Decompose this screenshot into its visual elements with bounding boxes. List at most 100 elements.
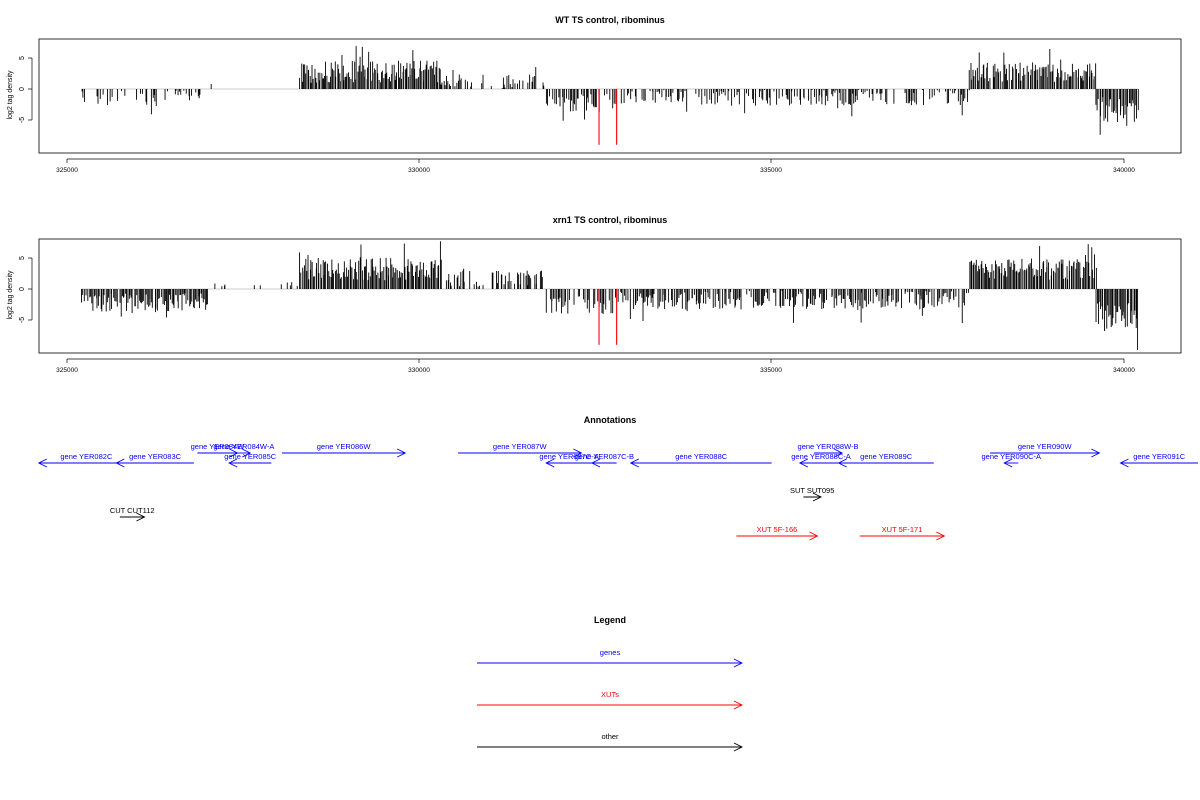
wt-xaxis: 325000 330000 335000 340000 <box>56 158 1135 174</box>
wt-ytick-label: -5 <box>19 117 26 123</box>
annotation-gene: gene YER088C <box>629 452 772 468</box>
annotation-xut: XUT 5F-171 <box>859 525 946 541</box>
feature-label: gene YER087C-B <box>575 452 634 461</box>
xrn1-ytick-label: 0 <box>19 287 26 291</box>
xrn1-red-spikes <box>598 289 618 345</box>
wt-title: WT TS control, ribominus <box>555 15 665 25</box>
feature-arrowhead <box>397 448 407 458</box>
legend-arrowhead-xuts <box>733 700 744 710</box>
legend-item-other: other <box>477 732 744 752</box>
wt-ytick-label: 5 <box>19 56 26 60</box>
wt-red-spikes <box>598 89 618 145</box>
wt-xtick-label: 330000 <box>408 167 430 174</box>
feature-arrowhead <box>37 458 48 468</box>
xrn1-ylabel: log2 tag density <box>7 270 14 320</box>
annotation-gene: gene YER087C-A <box>539 452 599 468</box>
feature-arrowhead <box>837 458 847 468</box>
wt-ytick-label: 0 <box>19 87 26 91</box>
wt-ylabel: log2 tag density <box>7 70 14 120</box>
feature-arrowhead <box>809 531 819 541</box>
xrn1-ytick-label: -5 <box>19 317 26 323</box>
panel-wt: WT TS control, ribominus log2 tag densit… <box>7 15 1182 174</box>
feature-label: gene YER088C <box>675 452 728 461</box>
feature-arrowhead <box>228 458 238 468</box>
feature-arrowhead <box>136 512 146 522</box>
legend: Legend genes XUTs other <box>477 615 744 752</box>
xrn1-title: xrn1 TS control, ribominus <box>553 215 668 225</box>
annotation-other: CUT CUT112 <box>110 506 155 522</box>
legend-arrowhead-other <box>733 742 744 752</box>
panel-xrn1: xrn1 TS control, ribominus log2 tag dens… <box>7 215 1182 374</box>
wt-xtick-label: 325000 <box>56 167 78 174</box>
xrn1-yaxis: 5 0 -5 <box>19 256 33 323</box>
annotation-gene: gene YER091C <box>1119 452 1198 468</box>
feature-arrowhead <box>812 492 822 502</box>
xrn1-xaxis: 325000 330000 335000 340000 <box>56 358 1135 374</box>
legend-label-other: other <box>601 732 619 741</box>
feature-arrowhead <box>242 448 252 458</box>
feature-label: gene YER086W <box>317 442 372 451</box>
wt-plot-frame <box>38 38 1182 154</box>
feature-label: XUT 5F-166 <box>757 525 798 534</box>
legend-title: Legend <box>594 615 626 625</box>
feature-label: gene YER088C-A <box>791 452 850 461</box>
legend-item-genes: genes <box>477 648 744 668</box>
feature-label: gene YER087C-A <box>539 452 598 461</box>
feature-label: gene YER085C <box>224 452 277 461</box>
annotation-gene: gene YER090C-A <box>982 452 1041 468</box>
wt-yaxis: 5 0 -5 <box>19 56 33 123</box>
xrn1-ytick-label: 5 <box>19 256 26 260</box>
feature-arrowhead <box>629 458 639 468</box>
feature-arrowhead <box>1003 458 1013 468</box>
annotation-gene: gene YER087W <box>458 442 583 458</box>
feature-arrowhead <box>590 458 601 468</box>
feature-arrowhead <box>1091 448 1101 458</box>
annotation-gene: gene YER088W-B <box>798 442 859 458</box>
annotation-gene: gene YER090W <box>990 442 1101 458</box>
feature-label: gene YER084W-A <box>213 442 274 451</box>
feature-label: gene YER083C <box>129 452 182 461</box>
legend-label-genes: genes <box>600 648 621 657</box>
feature-label: CUT CUT112 <box>110 506 155 515</box>
feature-label: gene YER082C <box>60 452 113 461</box>
feature-label: SUT SUT095 <box>790 486 834 495</box>
annotation-gene: gene YER089C <box>837 452 934 468</box>
legend-label-xuts: XUTs <box>601 690 619 699</box>
xrn1-xtick-label: 335000 <box>760 367 782 374</box>
wt-xtick-label: 335000 <box>760 167 782 174</box>
annotation-gene: gene YER088C-A <box>791 452 851 468</box>
feature-arrowhead <box>833 448 844 458</box>
legend-arrowhead-genes <box>733 658 744 668</box>
annotations-title: Annotations <box>584 415 637 425</box>
xrn1-xtick-label: 340000 <box>1113 367 1135 374</box>
annotation-other: SUT SUT095 <box>790 486 834 502</box>
annotation-gene: gene YER087C-B <box>575 452 634 468</box>
wt-xtick-label: 340000 <box>1113 167 1135 174</box>
feature-arrowhead <box>1119 458 1129 468</box>
feature-arrowhead <box>573 448 583 458</box>
feature-label: gene YER091C <box>1133 452 1186 461</box>
feature-label: gene YER084W <box>191 442 246 451</box>
annotation-gene: gene YER086W <box>281 442 407 458</box>
annotation-gene: gene YER085C <box>224 452 277 468</box>
legend-item-xuts: XUTs <box>477 690 744 710</box>
feature-label: gene YER088W-B <box>798 442 859 451</box>
feature-label: gene YER089C <box>860 452 913 461</box>
feature-label: XUT 5F-171 <box>882 525 923 534</box>
annotation-gene: gene YER084W-A <box>213 442 274 458</box>
feature-arrowhead <box>936 531 946 541</box>
xrn1-bars <box>81 241 1139 350</box>
wt-bars <box>81 46 1139 135</box>
feature-arrowhead <box>798 458 809 468</box>
annotation-gene: gene YER083C <box>115 452 194 468</box>
xrn1-xtick-label: 325000 <box>56 367 78 374</box>
feature-label: gene YER090C-A <box>982 452 1041 461</box>
feature-arrowhead <box>545 458 555 468</box>
feature-label: gene YER090W <box>1018 442 1073 451</box>
annotations-panel: Annotations gene YER082C gene YER083C gene… <box>37 415 1198 541</box>
xrn1-plot-frame <box>38 238 1182 354</box>
xrn1-xtick-label: 330000 <box>408 367 430 374</box>
annotation-xut: XUT 5F-166 <box>736 525 819 541</box>
